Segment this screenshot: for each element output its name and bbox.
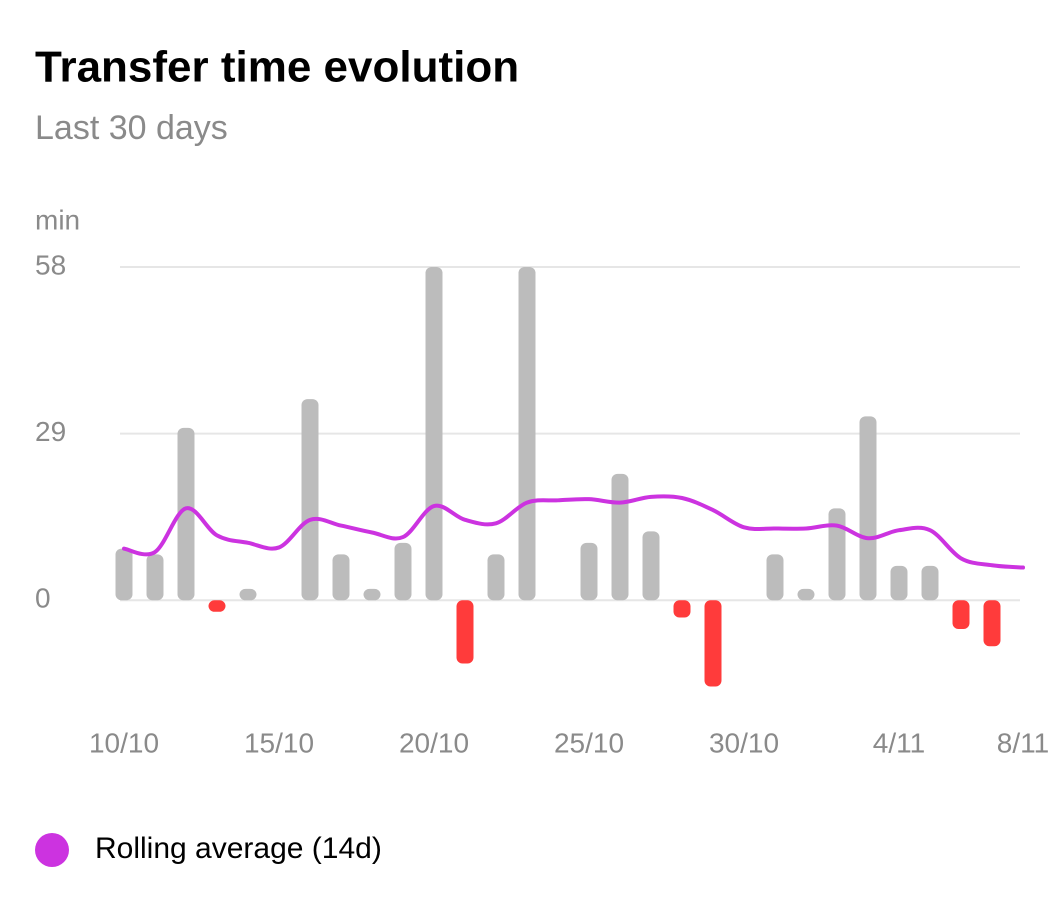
bar [487, 554, 505, 601]
bar [704, 600, 722, 687]
x-tick-label: 8/11 [997, 727, 1049, 758]
bar [983, 600, 1001, 647]
bar [394, 542, 412, 601]
bar [952, 600, 970, 630]
y-tick-label: 29 [35, 416, 66, 447]
bar [332, 554, 350, 601]
bar [580, 542, 598, 601]
x-tick-label: 25/10 [554, 727, 624, 758]
chart-subtitle: Last 30 days [35, 109, 228, 147]
bar [859, 416, 877, 601]
x-tick-label: 30/10 [709, 727, 779, 758]
x-tick-label: 15/10 [244, 727, 314, 758]
bar [921, 565, 939, 601]
x-tick-label: 10/10 [89, 727, 159, 758]
x-tick-label: 4/11 [873, 727, 925, 758]
legend-label: Rolling average (14d) [95, 832, 382, 865]
bar [425, 267, 443, 601]
bar [518, 267, 536, 601]
y-tick-label: 0 [35, 583, 51, 614]
y-unit: min [35, 204, 80, 235]
bar [828, 508, 846, 601]
bar [363, 588, 381, 601]
bar [301, 399, 319, 601]
bar [208, 600, 226, 612]
chart-title: Transfer time evolution [35, 43, 519, 92]
bar [611, 473, 629, 601]
bar [673, 600, 691, 618]
legend-marker [35, 833, 69, 867]
bar [115, 548, 133, 601]
bar [456, 600, 474, 664]
y-tick-label: 58 [35, 249, 66, 280]
bar [797, 588, 815, 601]
rolling-average-line [122, 494, 1025, 570]
bar [890, 565, 908, 601]
bar [177, 427, 195, 601]
bar [146, 554, 164, 601]
bar [642, 531, 660, 601]
x-tick-label: 20/10 [399, 727, 469, 758]
bar [239, 588, 257, 601]
bar [766, 554, 784, 601]
